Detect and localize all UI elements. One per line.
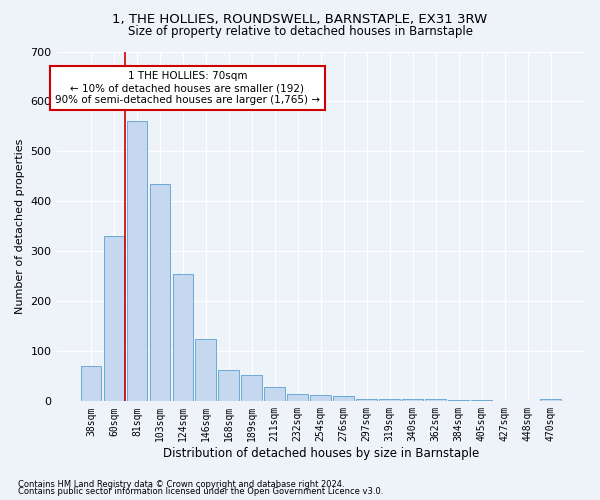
Bar [310, 396, 331, 402]
Bar [356, 399, 377, 402]
Bar [540, 399, 561, 402]
Text: Contains HM Land Registry data © Crown copyright and database right 2024.: Contains HM Land Registry data © Crown c… [18, 480, 344, 489]
Bar [403, 400, 423, 402]
Bar [334, 396, 354, 402]
Bar [379, 399, 400, 402]
Bar [265, 388, 285, 402]
Bar [149, 184, 170, 402]
Bar [104, 236, 124, 402]
Bar [425, 400, 446, 402]
Bar [173, 274, 193, 402]
Bar [241, 376, 262, 402]
Text: 1, THE HOLLIES, ROUNDSWELL, BARNSTAPLE, EX31 3RW: 1, THE HOLLIES, ROUNDSWELL, BARNSTAPLE, … [112, 12, 488, 26]
X-axis label: Distribution of detached houses by size in Barnstaple: Distribution of detached houses by size … [163, 447, 479, 460]
Text: Contains public sector information licensed under the Open Government Licence v3: Contains public sector information licen… [18, 488, 383, 496]
Bar [196, 339, 216, 402]
Bar [218, 370, 239, 402]
Bar [127, 122, 147, 402]
Bar [80, 366, 101, 402]
Text: Size of property relative to detached houses in Barnstaple: Size of property relative to detached ho… [128, 25, 473, 38]
Bar [448, 400, 469, 402]
Bar [287, 394, 308, 402]
Y-axis label: Number of detached properties: Number of detached properties [15, 138, 25, 314]
Bar [472, 400, 492, 402]
Text: 1 THE HOLLIES: 70sqm
← 10% of detached houses are smaller (192)
90% of semi-deta: 1 THE HOLLIES: 70sqm ← 10% of detached h… [55, 72, 320, 104]
